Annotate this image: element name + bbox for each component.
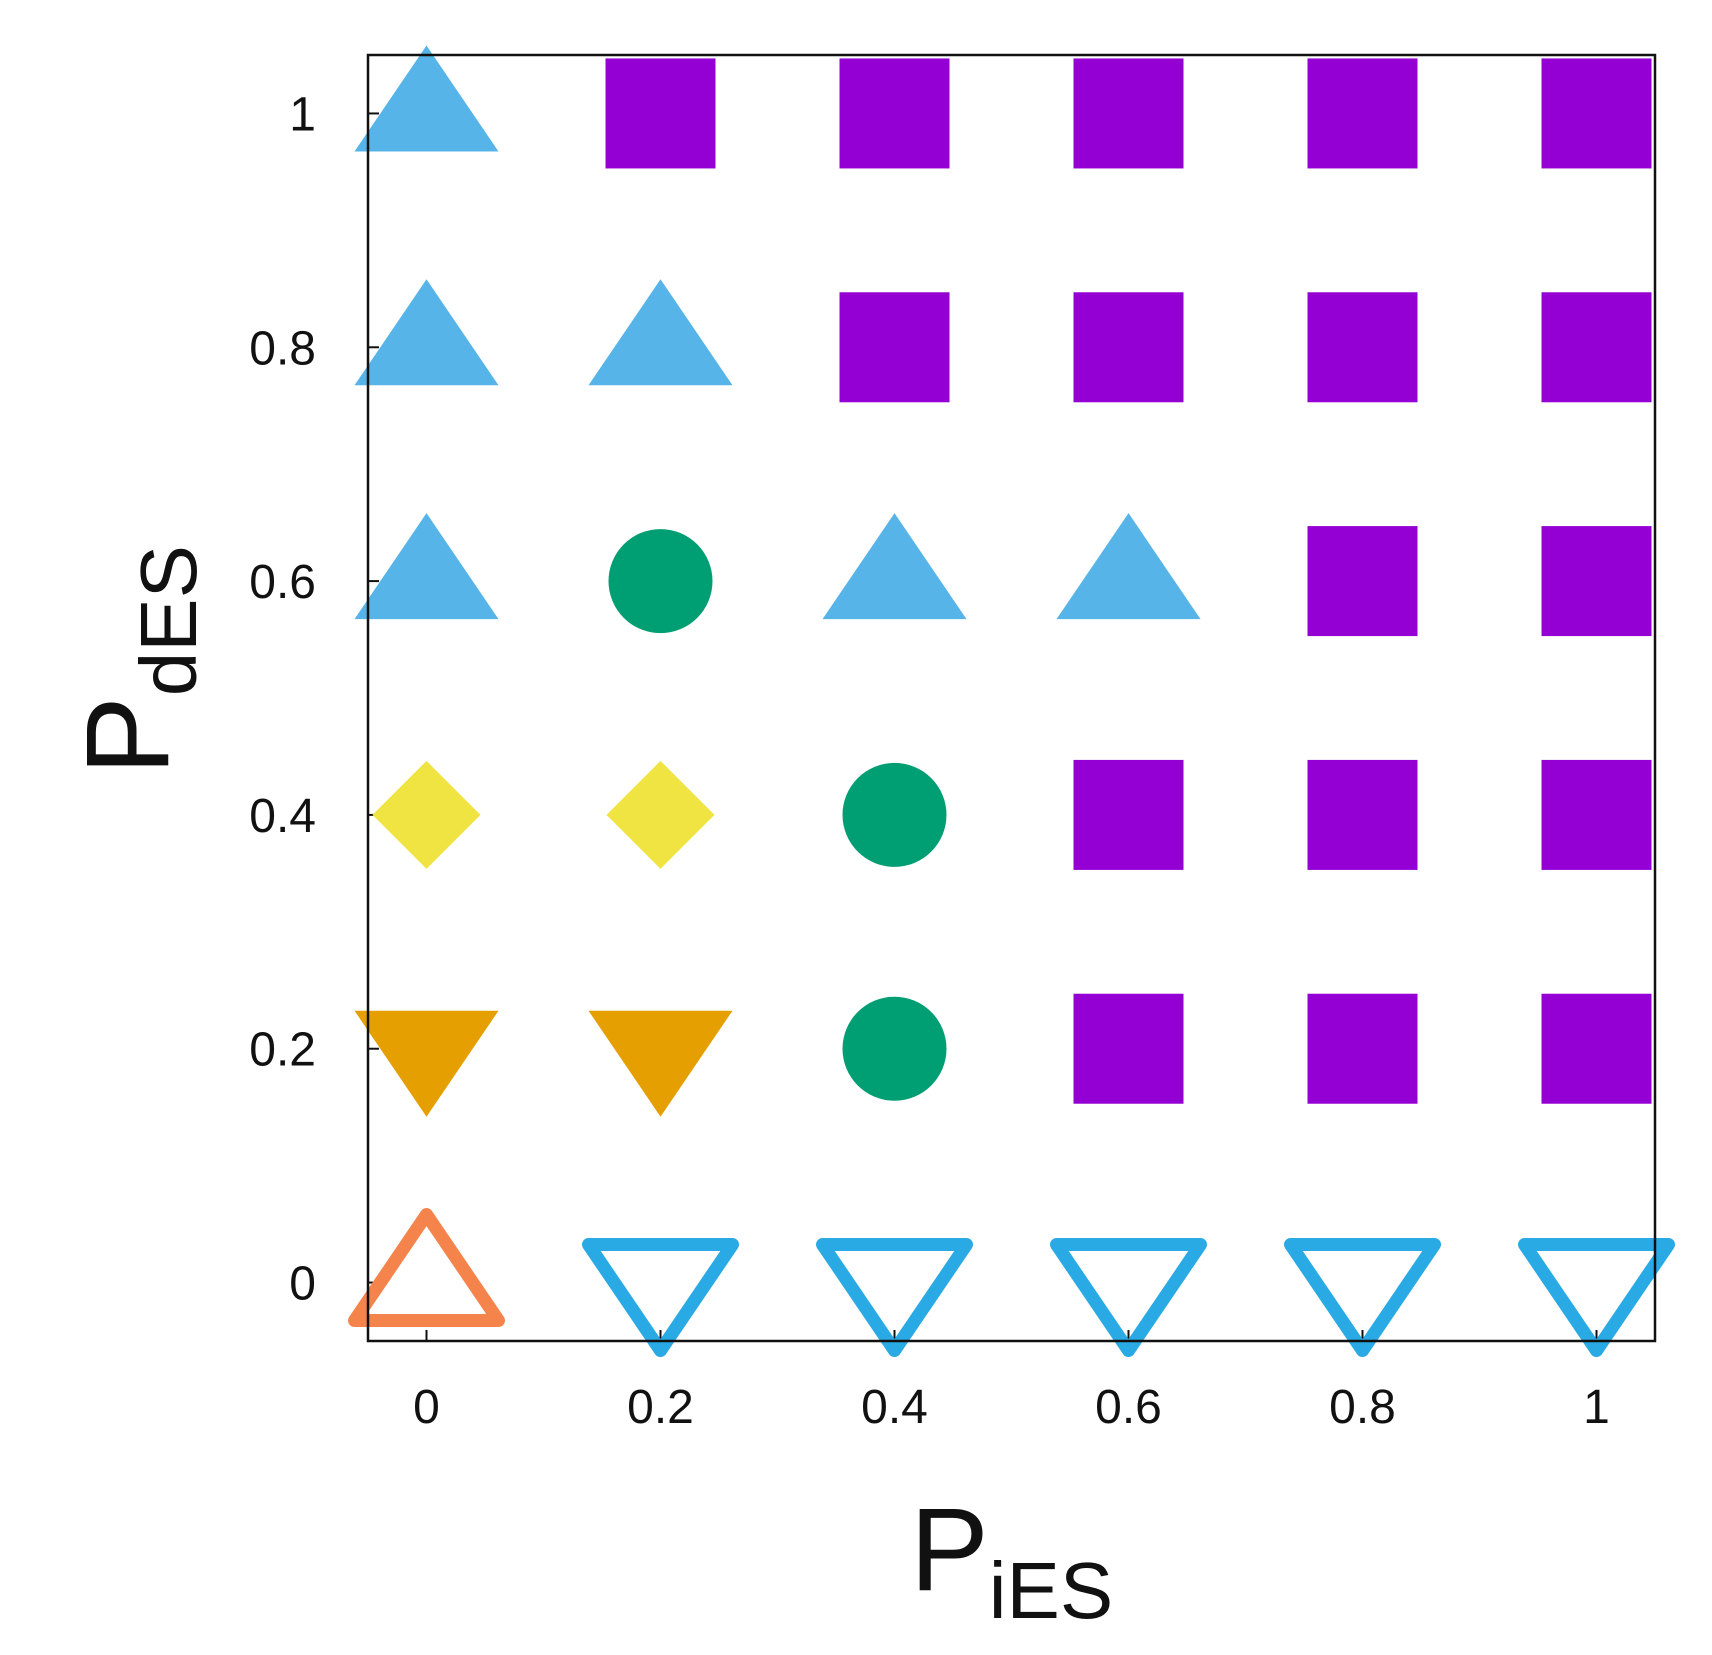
y-tick-label: 0.4 <box>249 790 316 843</box>
plot-frame <box>366 53 1657 1343</box>
circle-marker <box>842 996 947 1101</box>
square-marker <box>1073 292 1184 403</box>
square-marker <box>1541 58 1652 169</box>
square-marker <box>1307 292 1418 403</box>
square-marker <box>1541 526 1652 637</box>
square-marker <box>1073 993 1184 1104</box>
circle-marker <box>608 529 713 634</box>
triangle-up-marker <box>588 279 733 386</box>
square-marker <box>1073 58 1184 169</box>
square-marker <box>605 58 716 169</box>
x-axis-label-sub: iES <box>989 1546 1114 1635</box>
x-tick-label: 0.6 <box>1095 1381 1162 1434</box>
triangle-down-marker <box>1518 1238 1675 1358</box>
square-marker <box>1541 759 1652 870</box>
square-marker <box>1307 759 1418 870</box>
x-axis-label-main: P <box>910 1484 989 1616</box>
y-tick-label: 1 <box>289 88 316 141</box>
triangle-down-marker <box>1050 1238 1207 1358</box>
square-marker <box>839 58 950 169</box>
y-axis-label: PdES <box>62 545 213 775</box>
triangle-up-marker <box>354 513 499 620</box>
square-marker <box>1307 58 1418 169</box>
triangle-down-marker <box>1284 1238 1441 1358</box>
square-marker <box>1541 993 1652 1104</box>
square-marker <box>1307 993 1418 1104</box>
square-marker <box>839 292 950 403</box>
square-marker <box>1073 759 1184 870</box>
y-tick-label: 0.2 <box>249 1024 316 1077</box>
x-axis-label: PiES <box>910 1484 1113 1635</box>
triangle-down-marker <box>588 1010 733 1117</box>
triangle-up-marker <box>354 279 499 386</box>
y-tick-label: 0 <box>289 1258 316 1311</box>
triangle-up-marker <box>1056 513 1201 620</box>
circle-marker <box>842 762 947 867</box>
y-tick-label: 0.6 <box>249 556 316 609</box>
triangle-up-marker <box>822 513 967 620</box>
y-axis-label-main: P <box>62 696 194 775</box>
triangle-up-marker <box>348 1208 505 1328</box>
y-axis-label-sub: dES <box>124 545 213 696</box>
triangle-up-marker <box>354 45 499 152</box>
square-marker <box>1541 292 1652 403</box>
triangle-down-marker <box>582 1238 739 1358</box>
diamond-marker <box>606 760 715 869</box>
diamond-marker <box>372 760 481 869</box>
square-marker <box>1307 526 1418 637</box>
triangle-down-marker <box>816 1238 973 1358</box>
x-tick-label: 0.8 <box>1329 1381 1396 1434</box>
x-tick-label: 0.2 <box>627 1381 694 1434</box>
y-tick-label: 0.8 <box>249 322 316 375</box>
triangle-down-marker <box>354 1010 499 1117</box>
x-tick-label: 0.4 <box>861 1381 928 1434</box>
x-tick-label: 0 <box>413 1381 440 1434</box>
x-tick-label: 1 <box>1583 1381 1610 1434</box>
